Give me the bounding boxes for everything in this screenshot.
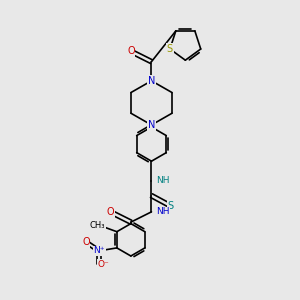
Text: S: S: [167, 201, 174, 211]
Text: N: N: [148, 120, 155, 130]
Text: NH: NH: [156, 176, 169, 185]
Text: CH₃: CH₃: [90, 221, 105, 230]
Text: O: O: [106, 207, 114, 217]
Text: N: N: [148, 76, 155, 86]
Text: O: O: [127, 46, 135, 56]
Text: S: S: [167, 44, 173, 54]
Text: O: O: [82, 237, 90, 247]
Text: N⁺: N⁺: [93, 246, 105, 255]
Text: NH: NH: [156, 207, 169, 216]
Text: O⁻: O⁻: [98, 260, 109, 268]
